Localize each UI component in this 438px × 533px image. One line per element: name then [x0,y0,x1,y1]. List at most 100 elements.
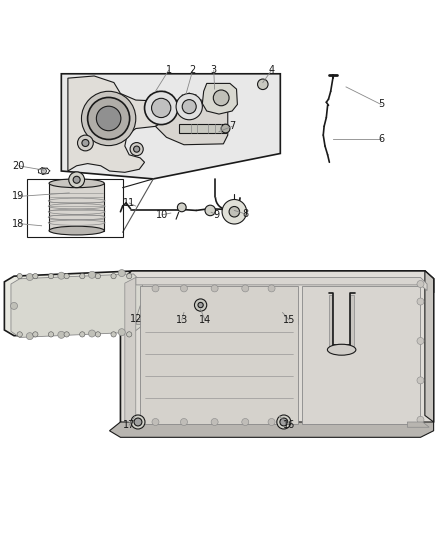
Circle shape [95,332,101,337]
Circle shape [182,100,196,114]
Circle shape [194,299,207,311]
Polygon shape [68,76,166,172]
Circle shape [152,418,159,425]
Circle shape [145,91,178,125]
Text: 4: 4 [268,65,275,75]
Circle shape [134,418,142,426]
Circle shape [11,302,18,310]
Circle shape [127,273,132,279]
Text: 12: 12 [130,314,142,324]
Ellipse shape [221,124,230,133]
Circle shape [26,273,33,280]
Text: 1: 1 [166,65,172,75]
Circle shape [111,332,116,337]
Circle shape [229,206,240,217]
Text: 19: 19 [12,191,25,201]
Circle shape [176,93,202,120]
Circle shape [268,418,275,425]
Circle shape [69,172,85,188]
Circle shape [417,416,424,423]
Text: 9: 9 [214,210,220,220]
Circle shape [95,273,101,279]
Circle shape [78,135,93,151]
Circle shape [177,203,186,212]
Polygon shape [49,183,104,231]
Circle shape [277,415,291,429]
Circle shape [152,98,171,118]
Circle shape [80,273,85,279]
Polygon shape [140,286,298,424]
Polygon shape [179,124,226,133]
Text: 18: 18 [12,219,25,229]
Circle shape [152,285,159,292]
Text: 14: 14 [199,315,211,325]
Circle shape [73,176,80,183]
Circle shape [242,418,249,425]
Polygon shape [136,278,427,290]
Text: 7: 7 [229,122,235,131]
Circle shape [58,272,65,279]
Circle shape [80,332,85,337]
Text: 15: 15 [283,315,295,325]
Polygon shape [155,101,228,145]
Circle shape [88,98,130,140]
Circle shape [48,332,53,337]
Polygon shape [407,422,429,427]
Circle shape [17,332,22,337]
Circle shape [33,273,38,279]
Circle shape [17,273,22,279]
Circle shape [258,79,268,90]
Text: 10: 10 [156,210,168,220]
Circle shape [64,273,69,279]
Text: 13: 13 [176,315,188,325]
Circle shape [417,298,424,305]
Circle shape [88,330,95,337]
Polygon shape [131,271,434,293]
Text: 11: 11 [123,198,135,208]
Text: 16: 16 [283,420,295,430]
Circle shape [127,332,132,337]
Text: 3: 3 [211,65,217,75]
Circle shape [82,140,89,147]
Circle shape [417,280,424,287]
Circle shape [280,418,288,426]
Text: 17: 17 [123,420,135,430]
Polygon shape [125,278,136,424]
Text: 8: 8 [242,209,248,219]
Circle shape [81,91,136,146]
Circle shape [205,205,215,216]
Polygon shape [4,271,148,336]
Polygon shape [61,74,280,179]
Circle shape [180,285,187,292]
Circle shape [26,333,33,340]
Circle shape [130,142,143,156]
Circle shape [180,418,187,425]
Circle shape [111,273,116,279]
Text: 6: 6 [378,134,384,144]
Text: 5: 5 [378,100,384,109]
Circle shape [242,285,249,292]
Text: 2: 2 [190,65,196,75]
Circle shape [211,418,218,425]
Circle shape [198,302,203,308]
Circle shape [48,273,53,279]
Circle shape [417,337,424,344]
Circle shape [417,377,424,384]
Circle shape [88,271,95,278]
Polygon shape [136,319,298,324]
Polygon shape [302,286,420,424]
Ellipse shape [49,179,104,188]
Circle shape [41,168,46,174]
Polygon shape [425,271,434,422]
Polygon shape [120,271,434,431]
Circle shape [134,146,140,152]
Polygon shape [11,274,142,337]
Polygon shape [202,84,237,114]
Circle shape [131,415,145,429]
Circle shape [64,332,69,337]
Circle shape [222,199,247,224]
Polygon shape [110,422,434,437]
Circle shape [268,285,275,292]
Ellipse shape [49,226,104,235]
Ellipse shape [327,344,356,355]
